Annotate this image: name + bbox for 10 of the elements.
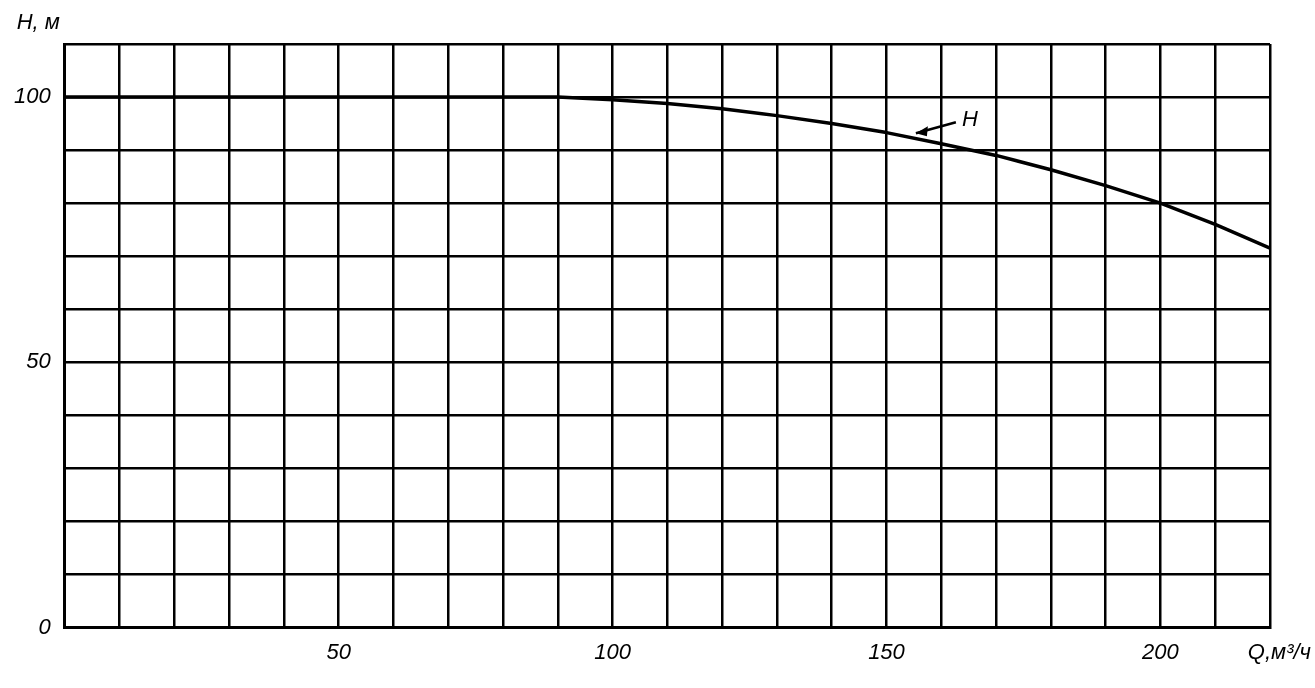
x-tick-label: 50 [326,638,352,664]
x-tick-label: 100 [594,638,632,664]
y-axis-title: H, м [16,9,60,35]
y-tick-label: 100 [13,83,52,109]
x-axis-title: Q,м³/ч [1247,638,1311,664]
annotation: H [961,106,978,132]
y-tick-label: 0 [38,613,52,639]
y-tick-label: 50 [26,348,52,374]
x-tick-label: 150 [868,638,906,664]
x-tick-label: 200 [1141,638,1180,664]
